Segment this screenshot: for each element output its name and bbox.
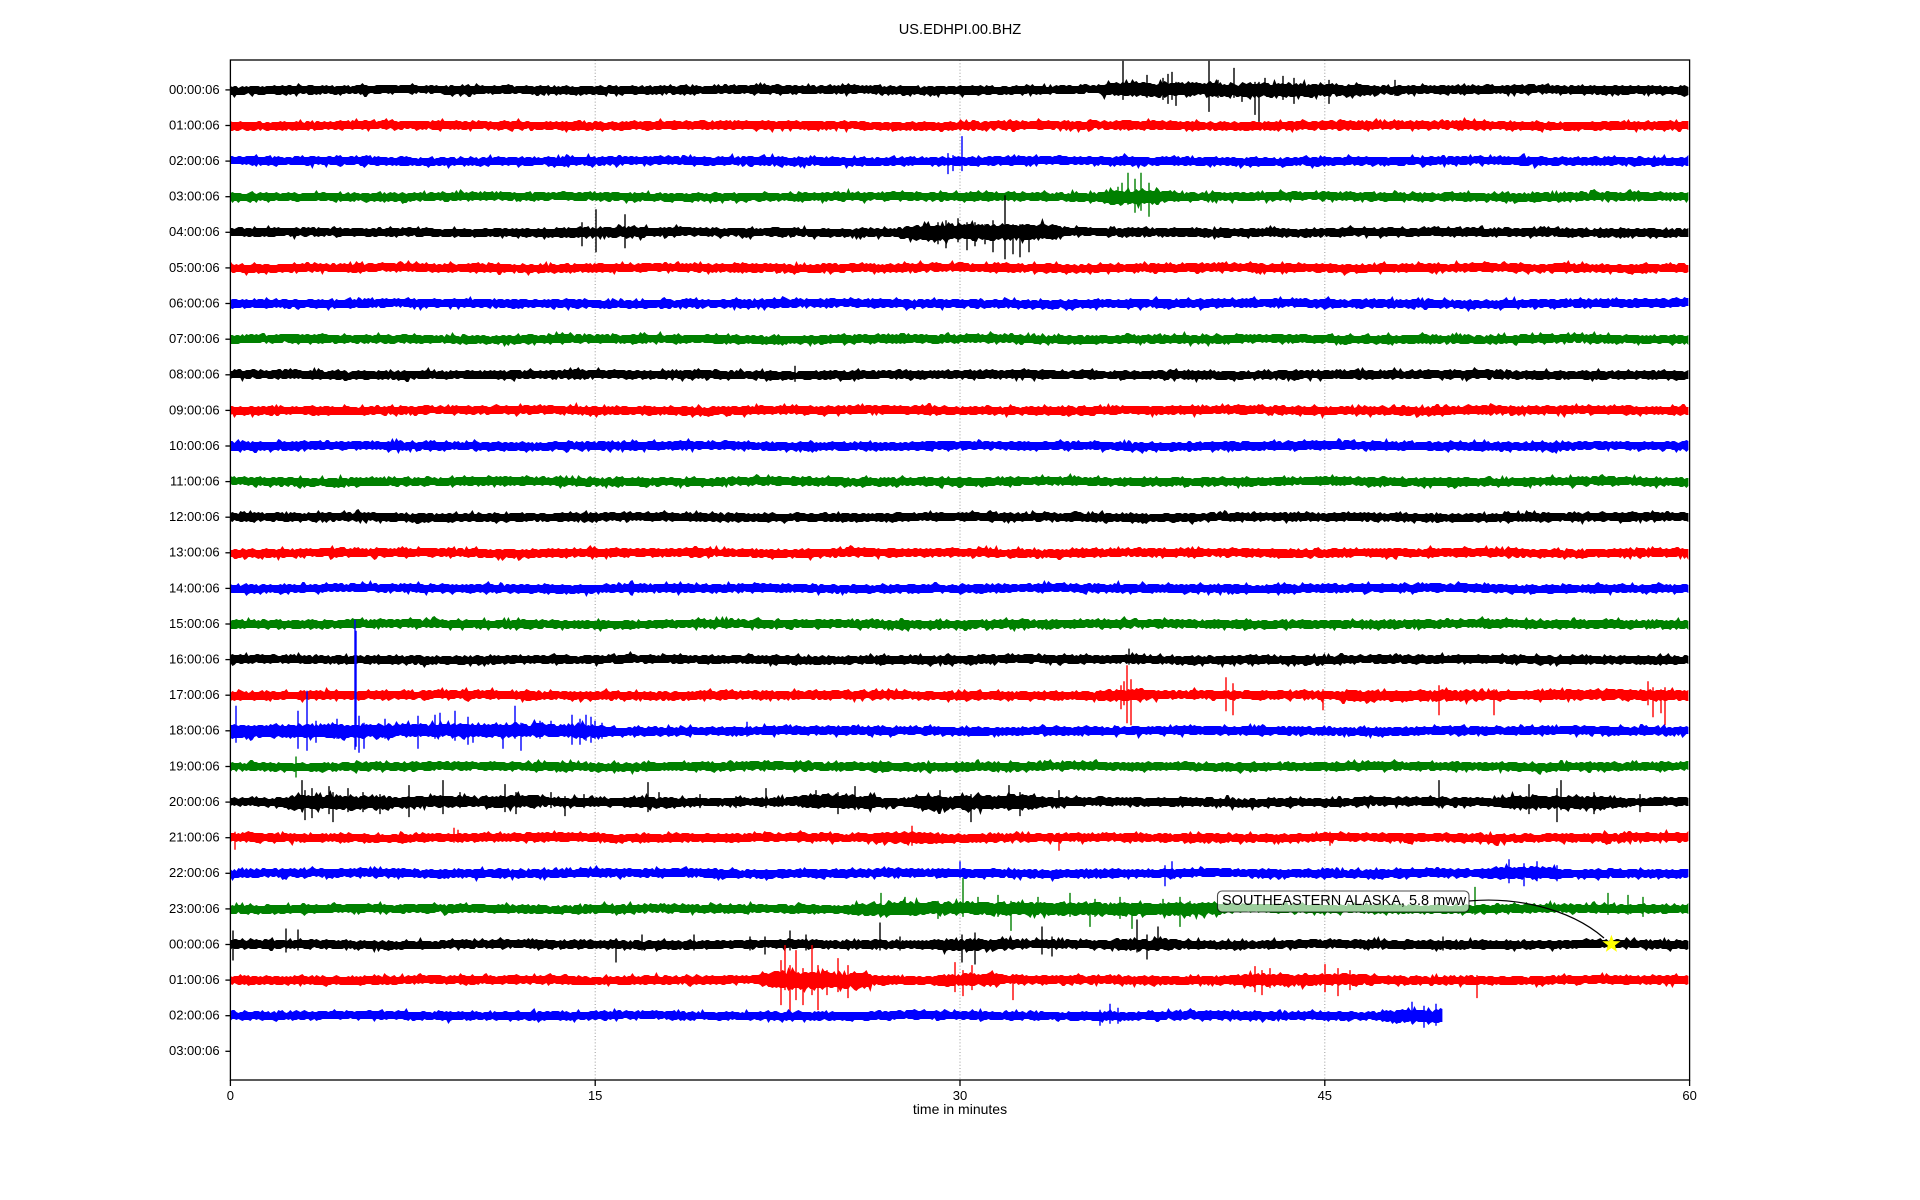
svg-text:21:00:06: 21:00:06 bbox=[169, 830, 220, 845]
svg-text:SOUTHEASTERN ALASKA, 5.8 mww: SOUTHEASTERN ALASKA, 5.8 mww bbox=[1222, 893, 1467, 909]
svg-text:01:00:06: 01:00:06 bbox=[169, 117, 220, 132]
svg-text:45: 45 bbox=[1318, 1088, 1332, 1103]
svg-text:05:00:06: 05:00:06 bbox=[169, 260, 220, 275]
svg-text:60: 60 bbox=[1682, 1088, 1696, 1103]
svg-text:16:00:06: 16:00:06 bbox=[169, 652, 220, 667]
svg-text:14:00:06: 14:00:06 bbox=[169, 580, 220, 595]
svg-text:18:00:06: 18:00:06 bbox=[169, 723, 220, 738]
svg-text:30: 30 bbox=[953, 1088, 967, 1103]
svg-text:01:00:06: 01:00:06 bbox=[169, 972, 220, 987]
svg-text:12:00:06: 12:00:06 bbox=[169, 509, 220, 524]
svg-text:0: 0 bbox=[227, 1088, 234, 1103]
svg-text:US.EDHPI.00.BHZ: US.EDHPI.00.BHZ bbox=[899, 22, 1022, 38]
svg-text:23:00:06: 23:00:06 bbox=[169, 901, 220, 916]
svg-text:02:00:06: 02:00:06 bbox=[169, 153, 220, 168]
svg-text:time in minutes: time in minutes bbox=[913, 1101, 1007, 1117]
svg-text:04:00:06: 04:00:06 bbox=[169, 224, 220, 239]
svg-text:00:00:06: 00:00:06 bbox=[169, 936, 220, 951]
svg-text:10:00:06: 10:00:06 bbox=[169, 438, 220, 453]
svg-text:20:00:06: 20:00:06 bbox=[169, 794, 220, 809]
svg-text:15:00:06: 15:00:06 bbox=[169, 616, 220, 631]
svg-text:02:00:06: 02:00:06 bbox=[169, 1008, 220, 1023]
svg-text:17:00:06: 17:00:06 bbox=[169, 687, 220, 702]
svg-text:15: 15 bbox=[588, 1088, 602, 1103]
svg-text:08:00:06: 08:00:06 bbox=[169, 367, 220, 382]
svg-text:22:00:06: 22:00:06 bbox=[169, 865, 220, 880]
svg-text:09:00:06: 09:00:06 bbox=[169, 402, 220, 417]
svg-text:03:00:06: 03:00:06 bbox=[169, 1043, 220, 1058]
svg-text:07:00:06: 07:00:06 bbox=[169, 331, 220, 346]
svg-text:03:00:06: 03:00:06 bbox=[169, 189, 220, 204]
svg-text:19:00:06: 19:00:06 bbox=[169, 758, 220, 773]
svg-text:00:00:06: 00:00:06 bbox=[169, 82, 220, 97]
svg-text:06:00:06: 06:00:06 bbox=[169, 295, 220, 310]
svg-text:11:00:06: 11:00:06 bbox=[170, 474, 220, 489]
svg-text:13:00:06: 13:00:06 bbox=[169, 545, 220, 560]
